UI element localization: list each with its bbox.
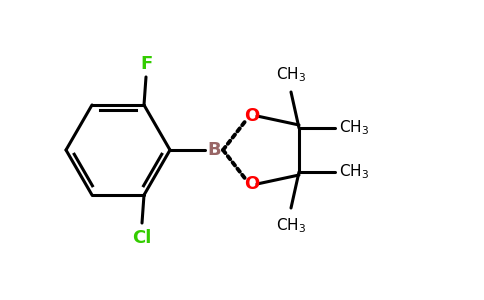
Text: O: O (244, 175, 259, 193)
Text: F: F (140, 55, 152, 73)
Text: CH$_3$: CH$_3$ (276, 216, 306, 235)
Text: CH$_3$: CH$_3$ (339, 118, 369, 137)
Text: CH$_3$: CH$_3$ (339, 163, 369, 181)
Text: CH$_3$: CH$_3$ (276, 65, 306, 84)
Text: Cl: Cl (132, 229, 151, 247)
Text: O: O (244, 107, 259, 125)
Text: B: B (207, 141, 221, 159)
